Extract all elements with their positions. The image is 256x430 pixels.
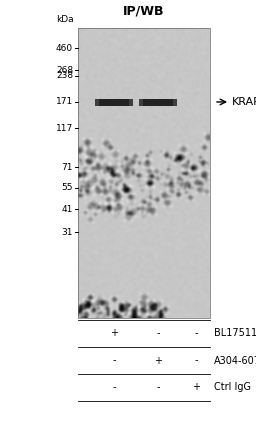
Bar <box>78 28 210 318</box>
Text: 55: 55 <box>61 183 73 192</box>
Text: 460: 460 <box>56 44 73 53</box>
Bar <box>173 99 177 106</box>
Text: +: + <box>154 356 162 365</box>
Text: A304-607A: A304-607A <box>214 356 256 365</box>
Text: +: + <box>192 383 200 393</box>
Text: KRAP: KRAP <box>232 97 256 107</box>
Bar <box>95 99 99 106</box>
Text: +: + <box>110 329 118 338</box>
Text: -: - <box>112 383 116 393</box>
Text: -: - <box>194 329 198 338</box>
Bar <box>139 99 143 106</box>
Text: 268: 268 <box>56 65 73 74</box>
Text: 31: 31 <box>61 228 73 237</box>
Bar <box>129 99 133 106</box>
Text: BL17511: BL17511 <box>214 329 256 338</box>
Text: 41: 41 <box>62 205 73 214</box>
Text: 171: 171 <box>56 98 73 107</box>
Text: IP/WB: IP/WB <box>123 5 165 18</box>
Text: 117: 117 <box>56 123 73 132</box>
Text: -: - <box>156 329 160 338</box>
Text: -: - <box>194 356 198 365</box>
Text: 71: 71 <box>61 163 73 172</box>
Bar <box>139 99 177 106</box>
Text: 238: 238 <box>56 71 73 80</box>
Text: -: - <box>156 383 160 393</box>
Text: -: - <box>112 356 116 365</box>
Text: Ctrl IgG: Ctrl IgG <box>214 383 251 393</box>
Text: kDa: kDa <box>56 15 74 24</box>
Bar <box>95 99 133 106</box>
